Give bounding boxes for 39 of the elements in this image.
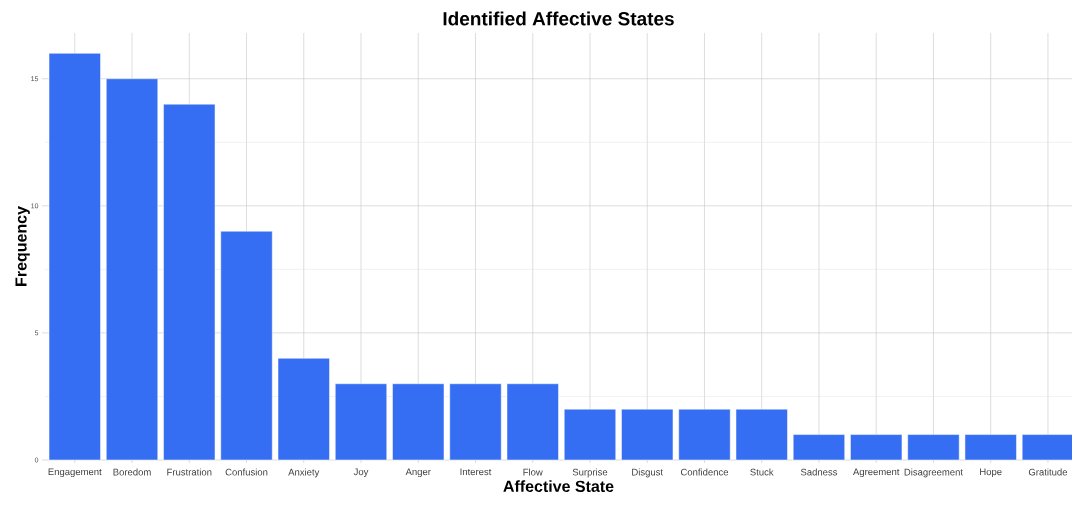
x-tick-label: Disgust [632, 468, 663, 478]
x-tick-label: Gratitude [1028, 468, 1068, 476]
bar [449, 383, 502, 461]
bar [678, 408, 731, 461]
x-tick-label: Anxiety [288, 468, 320, 478]
x-tick-label: Interest [460, 468, 492, 476]
bar [563, 408, 616, 461]
x-axis-title: Affective State [503, 480, 614, 492]
x-tick-label: Boredom [113, 468, 151, 476]
x-tick-label: Stuck [750, 468, 774, 476]
bar [277, 358, 330, 461]
bar [392, 383, 445, 461]
bar [850, 434, 903, 461]
x-tick-label: Hope [980, 468, 1002, 478]
x-tick-label: Joy [353, 468, 369, 478]
x-tick-label: Flow [523, 468, 543, 476]
bar [335, 383, 388, 461]
x-tick-label: Agreement [853, 468, 900, 478]
x-tick-label: Confidence [680, 468, 729, 476]
bar [1021, 434, 1072, 461]
y-axis-title: Frequency [15, 206, 30, 286]
bar [792, 434, 845, 461]
chart-title: Identified Affective States [443, 11, 674, 26]
bar [163, 103, 216, 461]
x-tick-label: Engagement [48, 468, 102, 478]
bar [106, 78, 159, 461]
x-tick-label: Sadness [800, 468, 838, 476]
bar [220, 230, 273, 461]
bar [735, 408, 788, 461]
bar [964, 434, 1017, 461]
bar [621, 408, 674, 461]
bar [48, 53, 101, 461]
bar [907, 434, 960, 461]
x-tick-label: Anger [405, 468, 431, 478]
x-tick-label: Surprise [572, 468, 608, 478]
x-tick-label: Confusion [225, 468, 268, 476]
x-tick-label: Frustration [167, 468, 212, 476]
bar [506, 383, 559, 461]
x-tick-label: Disagreement [904, 468, 963, 478]
